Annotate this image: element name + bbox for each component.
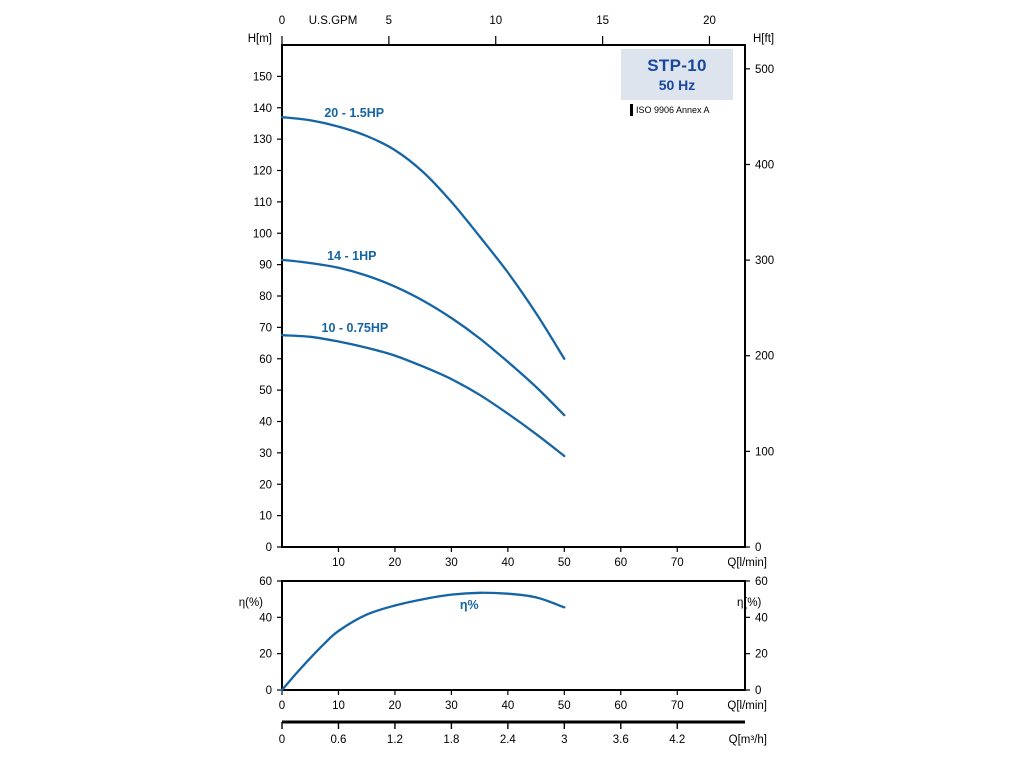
axis-tick-label: 20 [755, 649, 768, 661]
x-axis-label-eff: Q[l/min] [727, 700, 767, 712]
axis-tick-label: 5 [386, 15, 392, 27]
frequency-label: 50 Hz [658, 77, 696, 93]
axis-tick-label: 50 [558, 557, 571, 569]
axis-tick-label: 200 [755, 351, 774, 363]
axis-tick-label: 70 [259, 322, 272, 334]
axis-tick-label: 0 [279, 700, 285, 712]
model-title-box: STP-10 50 Hz [621, 49, 733, 100]
axis-tick-label: 40 [755, 612, 768, 624]
axis-tick-label: 90 [259, 260, 272, 272]
axis-tick-label: 60 [755, 576, 768, 588]
axis-tick-label: 30 [445, 557, 458, 569]
axis-tick-label: 20 [389, 700, 402, 712]
axis-tick-label: 20 [259, 479, 272, 491]
m3h-axis-label: Q[m³/h] [729, 734, 767, 746]
y2-axis-label: H[ft] [753, 33, 774, 45]
model-name: STP-10 [647, 56, 707, 75]
axis-tick-label: 150 [253, 71, 272, 83]
y-axis-label: H[m] [248, 33, 272, 45]
axis-tick-label: 15 [596, 15, 609, 27]
axis-tick-label: 70 [671, 700, 684, 712]
axis-tick-label: 40 [501, 557, 514, 569]
axis-tick-label: 60 [259, 354, 272, 366]
axis-tick-label: 50 [259, 385, 272, 397]
axis-tick-label: 120 [253, 166, 272, 178]
axis-tick-label: 0 [279, 15, 285, 27]
axis-tick-label: 0 [755, 542, 761, 554]
axis-tick-label: 20 [389, 557, 402, 569]
axis-tick-label: 70 [671, 557, 684, 569]
axis-tick-label: 20 [703, 15, 716, 27]
axis-tick-label: 60 [259, 576, 272, 588]
efficiency-curve-0 [280, 591, 566, 692]
axis-tick-label: 60 [614, 700, 627, 712]
axis-tick-label: 30 [259, 448, 272, 460]
axis-tick-label: 0 [266, 542, 272, 554]
axis-tick-label: 100 [755, 446, 774, 458]
axis-tick-label: 40 [259, 417, 272, 429]
axis-tick-label: 10 [332, 700, 345, 712]
axis-tick-label: 0 [755, 685, 761, 697]
axis-tick-label: 3.6 [613, 734, 629, 746]
axis-tick-label: 0 [279, 734, 285, 746]
main-chart-frame [281, 44, 746, 548]
x-axis-label: Q[l/min] [727, 557, 767, 569]
axis-tick-label: 10 [489, 15, 502, 27]
x2-axis-label: U.S.GPM [309, 15, 358, 27]
axis-tick-label: 30 [445, 700, 458, 712]
curve-label: η% [460, 598, 479, 612]
curve-label: 14 - 1HP [327, 249, 376, 263]
axis-tick-label: 110 [254, 197, 272, 209]
head-curve-2 [280, 334, 566, 458]
iso-standard-label: ISO 9906 Annex A [630, 104, 710, 116]
head-curve-1 [280, 258, 566, 417]
axis-tick-label: 60 [614, 557, 627, 569]
axis-tick-label: 20 [259, 649, 272, 661]
axis-tick-label: 4.2 [669, 734, 685, 746]
curve-label: 20 - 1.5HP [324, 106, 384, 120]
axis-tick-label: 80 [259, 291, 272, 303]
axis-tick-label: 1.8 [443, 734, 459, 746]
axis-tick-label: 400 [755, 159, 774, 171]
axis-tick-label: 40 [259, 612, 272, 624]
efficiency-chart-frame [281, 580, 746, 691]
eta-axis-label: η(%) [239, 597, 263, 609]
axis-tick-label: 300 [755, 255, 774, 267]
head-curve-0 [280, 116, 566, 360]
axis-tick-label: 0 [266, 685, 272, 697]
curve-label: 10 - 0.75HP [322, 321, 389, 335]
axis-tick-label: 100 [253, 228, 272, 240]
axis-tick-label: 50 [558, 700, 571, 712]
axis-tick-label: 2.4 [500, 734, 517, 746]
axis-tick-label: 0.6 [330, 734, 346, 746]
eta-axis-label-right: η(%) [737, 597, 761, 609]
axis-tick-label: 3 [561, 734, 567, 746]
axis-tick-label: 40 [501, 700, 514, 712]
axis-tick-label: 140 [253, 103, 272, 115]
axis-tick-label: 130 [253, 134, 272, 146]
axis-tick-label: 500 [755, 64, 774, 76]
axis-tick-label: 1.2 [387, 734, 403, 746]
axis-tick-label: 10 [259, 511, 272, 523]
axis-tick-label: 10 [332, 557, 345, 569]
